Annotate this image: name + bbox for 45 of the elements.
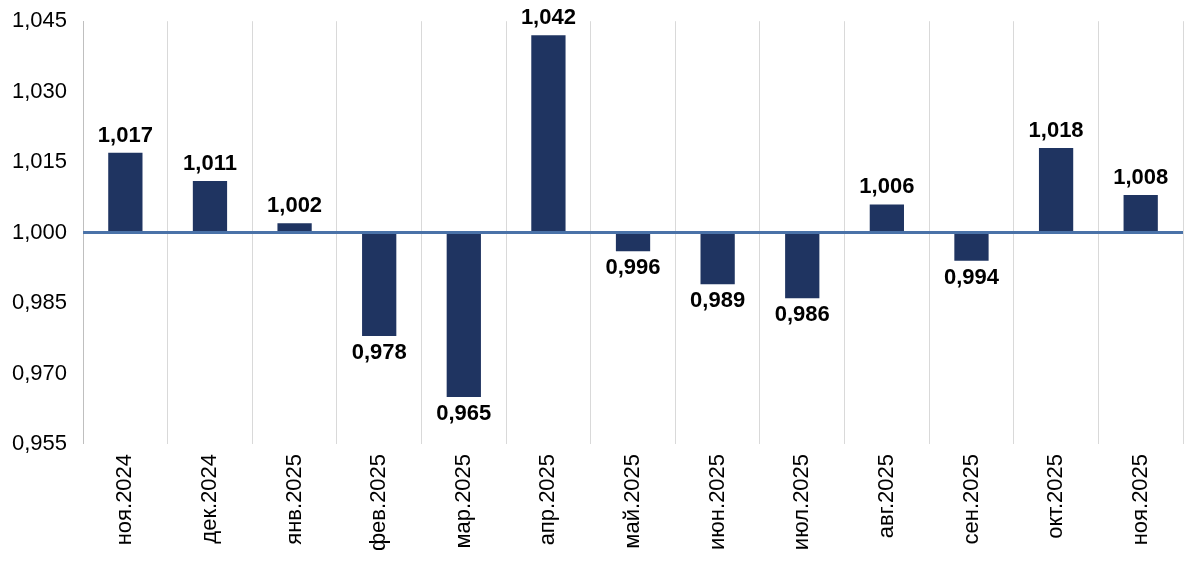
y-tick-label: 1,030 bbox=[11, 77, 68, 103]
y-tick-label: 0,955 bbox=[11, 429, 68, 455]
y-tick-label: 1,045 bbox=[11, 7, 68, 33]
x-tick-label: фев.2025 bbox=[365, 453, 391, 551]
bar bbox=[192, 180, 228, 233]
bar bbox=[1038, 148, 1074, 233]
x-tick-label: янв.2025 bbox=[280, 453, 306, 545]
data-label: 0,978 bbox=[351, 338, 407, 364]
x-tick-label: дек.2024 bbox=[196, 453, 222, 544]
y-tick-label: 1,015 bbox=[11, 148, 68, 174]
bar bbox=[615, 232, 651, 252]
x-tick-label: июн.2025 bbox=[703, 453, 729, 550]
x-tick-label: ноя.2024 bbox=[111, 453, 137, 546]
data-label: 0,986 bbox=[774, 301, 830, 327]
x-tick-label: сен.2025 bbox=[957, 453, 983, 545]
bar bbox=[362, 232, 397, 336]
x-tick-label: май.2025 bbox=[619, 453, 645, 549]
data-label: 1,011 bbox=[183, 149, 237, 175]
data-label: 1,042 bbox=[520, 4, 576, 30]
data-label: 1,018 bbox=[1028, 117, 1084, 143]
x-tick-label: апр.2025 bbox=[534, 453, 560, 546]
data-label: 0,996 bbox=[605, 254, 661, 280]
x-tick-label: июл.2025 bbox=[788, 453, 814, 551]
bar bbox=[531, 35, 566, 233]
bar bbox=[954, 232, 989, 261]
data-label: 0,994 bbox=[943, 263, 1000, 289]
x-tick-label: авг.2025 bbox=[872, 453, 898, 539]
data-label: 0,989 bbox=[690, 287, 746, 313]
bar bbox=[869, 204, 904, 233]
x-tick-label: мар.2025 bbox=[449, 453, 475, 549]
bar bbox=[700, 232, 735, 285]
data-label: 1,006 bbox=[859, 173, 915, 199]
y-tick-label: 0,985 bbox=[11, 289, 68, 315]
data-label: 0,965 bbox=[436, 400, 492, 426]
bar bbox=[108, 152, 143, 233]
data-label: 1,002 bbox=[267, 192, 323, 218]
data-label: 1,017 bbox=[97, 121, 153, 147]
x-tick-label: ноя.2025 bbox=[1126, 453, 1152, 546]
y-tick-label: 0,970 bbox=[11, 359, 68, 385]
bar bbox=[446, 232, 481, 397]
y-tick-label: 1,000 bbox=[11, 218, 68, 244]
data-label: 1,008 bbox=[1113, 164, 1169, 190]
bar bbox=[1123, 194, 1158, 233]
bar bbox=[785, 232, 820, 299]
x-tick-label: окт.2025 bbox=[1042, 453, 1068, 539]
